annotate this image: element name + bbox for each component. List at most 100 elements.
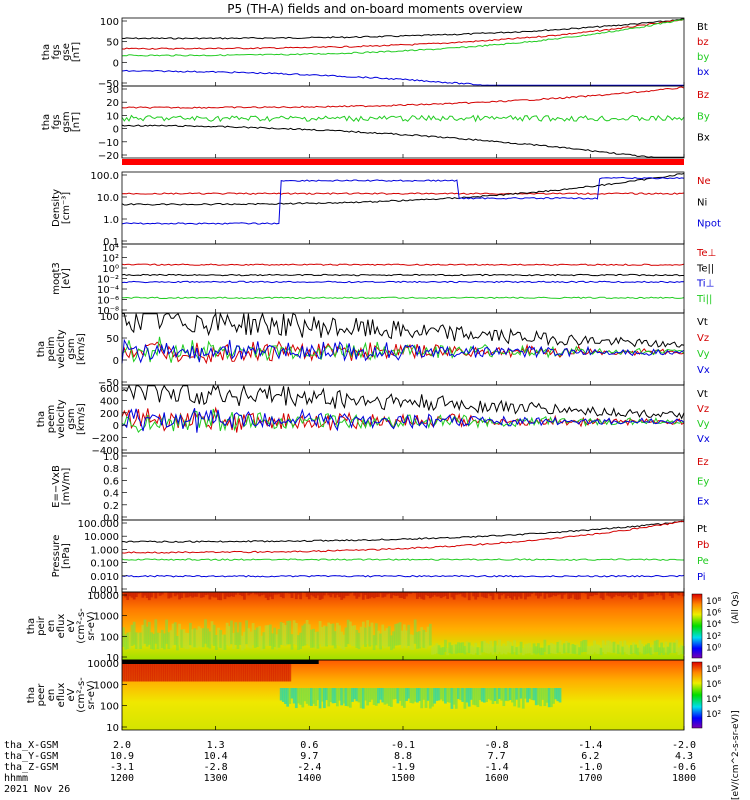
spectrogram-cell (230, 664, 233, 682)
ytick-label: −50 (98, 378, 119, 389)
ytick-label: 10000 (87, 659, 119, 670)
spectrogram-cell (260, 592, 264, 596)
spectrogram-cell (396, 623, 400, 646)
ephemeris-value: -0.1 (391, 740, 415, 751)
spectrogram-cell (619, 592, 622, 596)
spectrogram-cell (498, 688, 501, 699)
spectrogram-cell (409, 634, 413, 650)
spectrogram-cell (184, 592, 188, 598)
spectrogram-cell (361, 621, 365, 645)
spectrogram-cell (625, 644, 629, 654)
ephemeris-value: -0.8 (485, 740, 509, 751)
ytick-label: 10² (102, 254, 119, 265)
series-line-temp-Ti⊥ (121, 280, 685, 284)
colorbar-units: [eV/(cm^2-s-sr-eV)] (731, 710, 741, 800)
spectrogram-cell (364, 688, 367, 701)
spectrogram-cell (526, 592, 529, 597)
spectrogram-cell (292, 688, 296, 704)
ephemeris-value: -1.9 (391, 762, 415, 773)
spectrogram-cell (377, 630, 380, 649)
legend-Ti⊥: Ti⊥ (696, 279, 714, 290)
ylabel-peem-vel: [km/s] (76, 403, 87, 435)
spectrogram-cell (279, 622, 283, 645)
spectrogram-cell (292, 592, 296, 594)
spectrogram-cell (217, 592, 220, 600)
spectrogram-cell (405, 688, 408, 702)
spectrogram-cell (498, 592, 501, 600)
spectrogram-cell (567, 592, 571, 600)
spectrogram-cell (132, 621, 136, 645)
ytick-label: 0.0 (103, 513, 119, 524)
spectrogram-cell (534, 592, 538, 596)
ylabel-density: [cm⁻³] (61, 192, 72, 224)
spectrogram-cell (217, 664, 220, 682)
legend-Pb: Pb (697, 540, 709, 551)
spectrogram-cell (266, 592, 270, 601)
spectrogram-cell (286, 592, 290, 594)
spectrogram-cell (627, 592, 631, 598)
spectrogram-cell (193, 628, 197, 648)
spectrogram-cell (413, 592, 417, 594)
spectrogram-cell (634, 644, 638, 654)
spectrogram-cell (422, 629, 426, 648)
series-line-peim-vel-Vx (121, 338, 685, 364)
spectrogram-cell (273, 592, 277, 595)
spectrogram-cell (346, 619, 350, 644)
spectrogram-cell (645, 644, 648, 654)
spectrogram-cell (511, 592, 514, 600)
legend-bz: bz (697, 37, 709, 48)
spectrogram-cell (608, 640, 612, 653)
spectrogram-cell (201, 592, 205, 598)
ytick-label: 600 (100, 384, 119, 395)
spectrogram-cell (418, 631, 421, 649)
spectrogram-cell (232, 592, 235, 597)
spectrogram-cell (517, 592, 521, 597)
spectrogram-cell (392, 631, 395, 649)
spectrogram-cell (152, 633, 156, 650)
spectrogram-cell (385, 688, 389, 704)
spectrogram-cell (441, 592, 445, 597)
spectrogram-cell (316, 631, 320, 649)
ylabel-peir-spec: sr-eV) (86, 611, 97, 640)
spectrogram-cell (206, 628, 210, 648)
ytick-label: 0 (113, 356, 119, 367)
spectrogram-cell (390, 688, 393, 707)
spectrogram-cell (459, 688, 462, 701)
spectrogram-cell (178, 664, 181, 682)
spectrogram-cell (134, 592, 138, 598)
ephemeris-value: -2.0 (672, 740, 696, 751)
spectrogram-cell (219, 664, 223, 682)
spectrogram-cell (193, 592, 197, 597)
spectrogram-cell (405, 592, 408, 597)
spectrogram-cell (500, 646, 504, 655)
spectrogram-cell (508, 688, 512, 700)
spectrogram-cell (240, 635, 244, 651)
spectrogram-cell (390, 592, 393, 599)
legend-Bx: Bx (697, 133, 710, 144)
spectrogram-cell (271, 633, 274, 650)
spectrogram-cell (307, 592, 311, 600)
spectrogram-cell (584, 592, 588, 594)
spectrogram-cell (284, 625, 287, 647)
spectrogram-cell (403, 624, 406, 646)
spectrogram-cell (210, 592, 214, 597)
spectrogram-cell (351, 688, 354, 702)
spectrogram-cell (413, 619, 417, 644)
spectrogram-cell (368, 688, 372, 703)
spectrogram-cell (582, 592, 586, 593)
spectrogram-cell (511, 645, 514, 655)
ephemeris-value: 1500 (391, 773, 415, 784)
spectrogram-cell (297, 635, 300, 651)
ylabel-peer-spec: en (46, 689, 57, 702)
spectrogram-cell (420, 688, 424, 709)
spectrogram-cell (305, 592, 309, 597)
spectrogram-cell (612, 641, 616, 653)
ephemeris-value: 10.4 (204, 751, 228, 762)
ylabel-peer-spec: eV (66, 688, 77, 701)
spectrogram-cell (262, 592, 266, 595)
series-line-temp-Te⊥ (121, 263, 685, 266)
spectrogram-cell (156, 632, 160, 650)
series-line-pressure-Pb (121, 520, 685, 554)
spectrogram-cell (227, 592, 231, 598)
series-line-pressure-Pt (121, 520, 685, 543)
